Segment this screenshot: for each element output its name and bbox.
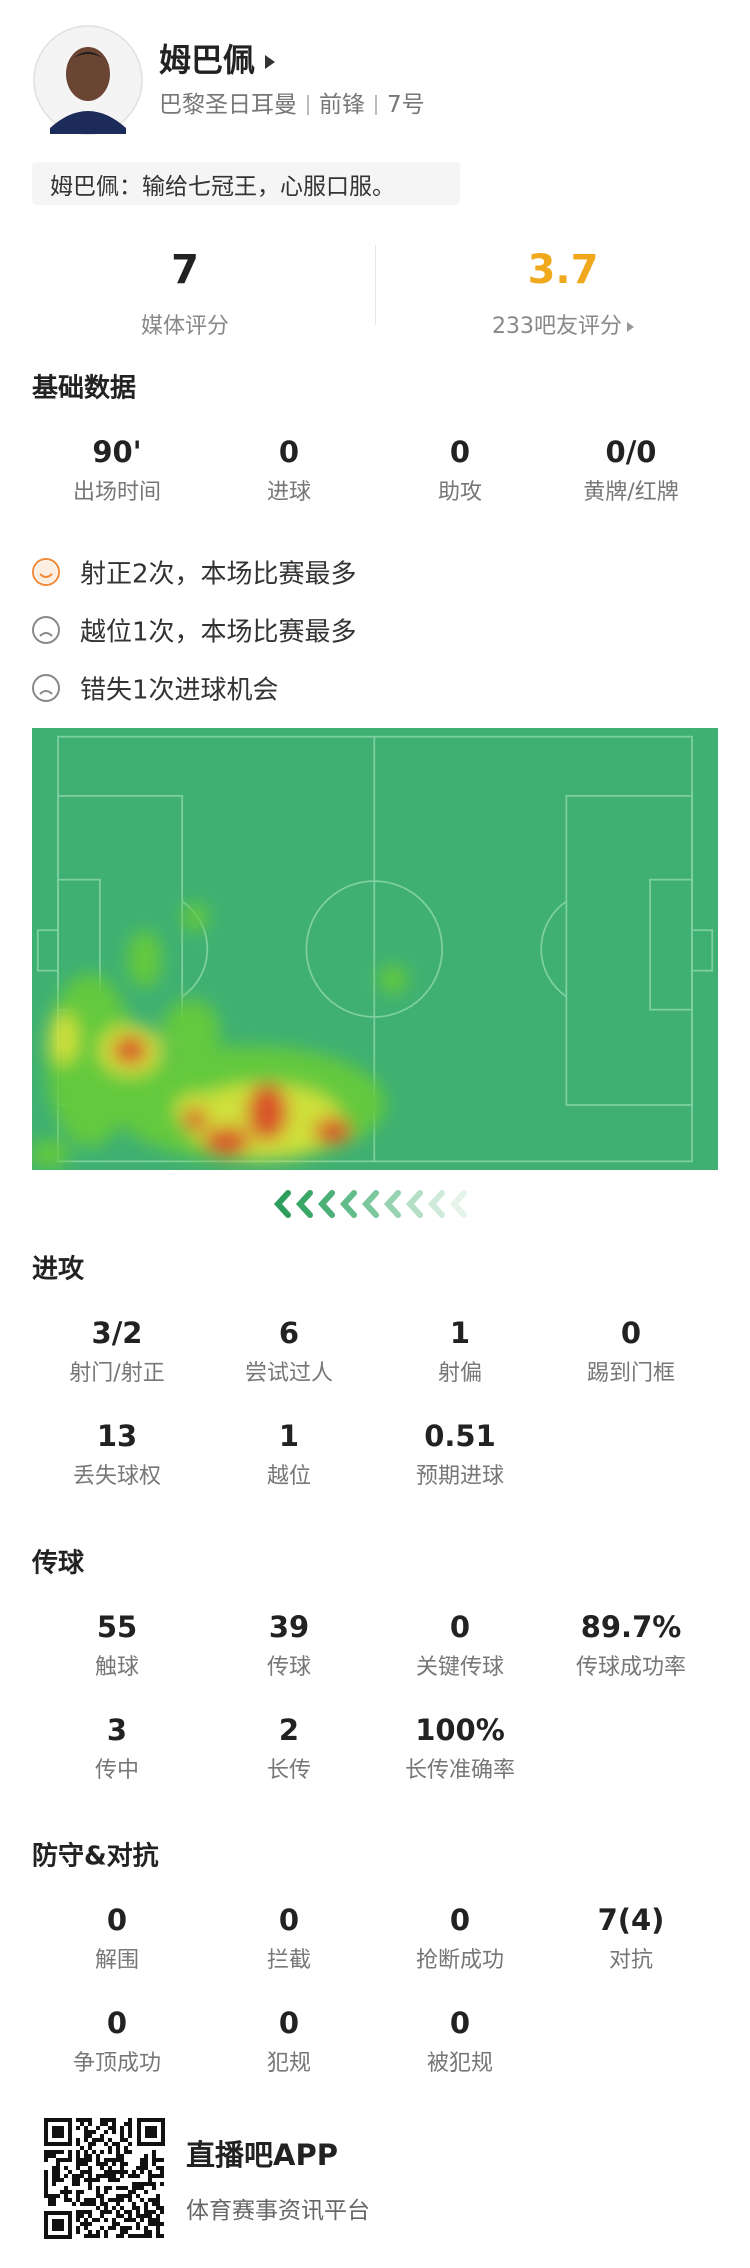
highlight: 错失1次进球机会 [80,675,279,706]
number: 7号 [375,94,435,117]
player-info: 巴黎圣日耳曼 前锋 7号 [159,92,435,118]
section-title: 基础数据 [32,373,137,404]
heatmap [32,728,718,1170]
highlight-icon [32,674,60,702]
stat-label: 黄牌/红牌 [583,480,679,505]
stat-label: 被犯规 [426,2051,494,2076]
stat-label: 传球成功率 [575,1655,687,1680]
highlight: 越位1次，本场比赛最多 [80,617,357,648]
stat-value: 2 [278,1713,300,1747]
stat-value: 90' [92,435,142,469]
stat-label: 对抗 [608,1948,654,1973]
stat-label: 助攻 [437,480,483,505]
app-slogan: 体育赛事资讯平台 [186,2198,370,2224]
divider [375,245,376,325]
stat-value: 3/2 [91,1316,143,1350]
stat-label: 射偏 [437,1361,483,1386]
stat-value: 0 [449,1610,471,1644]
stat-label: 关键传球 [415,1655,505,1680]
stat-value: 1 [449,1316,471,1350]
fan-rating: 3.7 [527,247,599,293]
stat-label: 抢断成功 [415,1948,505,1973]
stat-label: 射门/射正 [69,1361,165,1386]
section-title: 传球 [32,1548,85,1579]
stat-value: 0 [278,1903,300,1937]
stat-value: 0 [106,2006,128,2040]
media-rating: 7 [171,247,199,293]
section-title: 防守&对抗 [32,1841,159,1872]
stat-label: 传中 [94,1758,140,1783]
stat-label: 踢到门框 [586,1361,676,1386]
stat-value: 7(4) [597,1903,665,1937]
stat-label: 出场时间 [72,480,162,505]
quote-box [32,162,460,205]
stat-label: 争顶成功 [72,2051,162,2076]
media-rating-label: 媒体评分 [140,314,230,339]
stat-value: 0 [620,1316,642,1350]
stat-label: 拦截 [266,1948,312,1973]
stat-value: 0 [449,1903,471,1937]
highlight-icon [32,558,60,586]
attack-direction [273,1190,467,1218]
stat-label: 越位 [266,1464,312,1489]
stat-label: 解围 [94,1948,140,1973]
stat-value: 13 [96,1419,138,1453]
stat-value: 0 [278,435,300,469]
quote: 姆巴佩：输给七冠王，心服口服。 [50,174,395,200]
stat-label: 尝试过人 [244,1361,334,1386]
stat-label: 触球 [94,1655,140,1680]
stat-label: 长传 [266,1758,312,1783]
position: 前锋 [307,94,375,117]
stat-value: 0 [449,2006,471,2040]
stat-value: 3 [106,1713,128,1747]
stat-value: 55 [96,1610,138,1644]
stat-label: 犯规 [266,2051,312,2076]
stat-value: 0 [278,2006,300,2040]
stat-value: 0 [106,1903,128,1937]
stat-label: 长传准确率 [404,1758,516,1783]
stat-value: 1 [278,1419,300,1453]
stat-value: 6 [278,1316,300,1350]
stat-value: 39 [268,1610,310,1644]
stat-value: 0 [449,435,471,469]
stat-label: 预期进球 [415,1464,505,1489]
stat-value: 0/0 [605,435,657,469]
qr-code [43,2117,166,2240]
fan-rating-label[interactable]: 233吧友评分 [492,308,634,340]
stat-value: 100% [415,1713,505,1747]
app-name: 直播吧APP [186,2138,338,2172]
stat-value: 0.51 [424,1419,496,1453]
stat-value: 89.7% [580,1610,682,1644]
highlight: 射正2次，本场比赛最多 [80,559,357,590]
stat-label: 传球 [266,1655,312,1680]
avatar [33,25,143,135]
section-title: 进攻 [32,1254,85,1285]
highlight-icon [32,616,60,644]
player-name[interactable]: 姆巴佩 [159,35,276,81]
stat-label: 丢失球权 [72,1464,162,1489]
stat-label: 进球 [266,480,312,505]
team: 巴黎圣日耳曼 [159,92,297,118]
